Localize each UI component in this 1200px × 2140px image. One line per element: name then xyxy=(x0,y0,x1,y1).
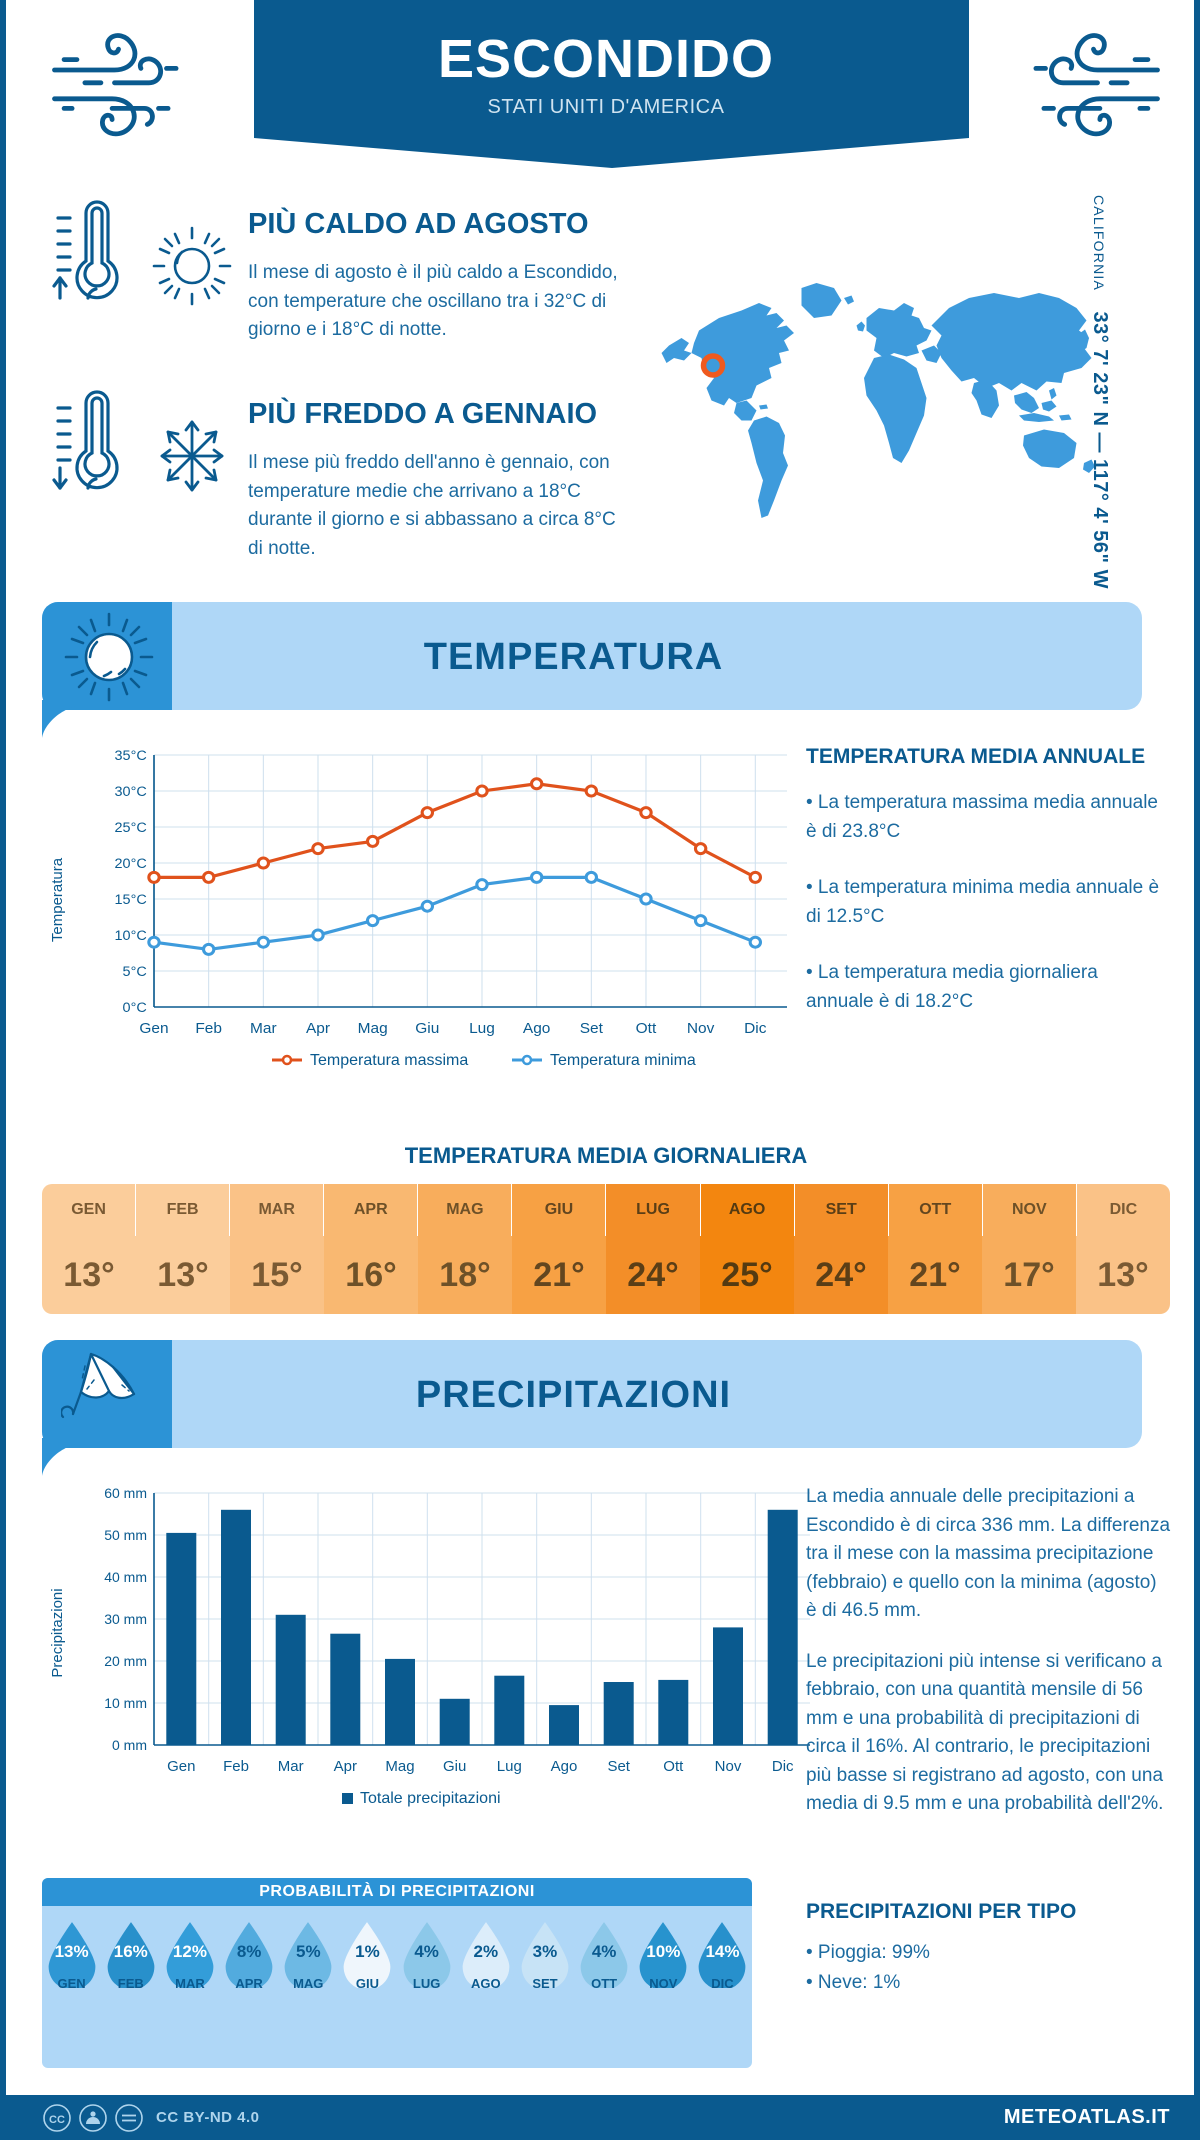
svg-text:Ago: Ago xyxy=(523,1020,551,1037)
svg-text:Giu: Giu xyxy=(415,1020,439,1037)
svg-text:50 mm: 50 mm xyxy=(104,1527,147,1543)
svg-text:60 mm: 60 mm xyxy=(104,1485,147,1501)
svg-text:Mar: Mar xyxy=(250,1020,277,1037)
svg-text:Set: Set xyxy=(580,1020,604,1037)
svg-text:CC: CC xyxy=(49,2114,65,2126)
svg-text:Ott: Ott xyxy=(636,1020,657,1037)
svg-text:Gen: Gen xyxy=(167,1758,195,1775)
svg-text:20 mm: 20 mm xyxy=(104,1653,147,1669)
svg-text:40 mm: 40 mm xyxy=(104,1569,147,1585)
svg-text:Dic: Dic xyxy=(744,1020,767,1037)
svg-text:Mar: Mar xyxy=(278,1758,304,1775)
svg-text:5°C: 5°C xyxy=(123,964,147,980)
svg-text:Ott: Ott xyxy=(663,1758,684,1775)
svg-text:10°C: 10°C xyxy=(115,928,147,944)
svg-text:35°C: 35°C xyxy=(115,748,147,764)
svg-text:Feb: Feb xyxy=(223,1758,249,1775)
svg-text:Temperatura massima: Temperatura massima xyxy=(310,1052,468,1069)
svg-text:Mag: Mag xyxy=(385,1758,414,1775)
svg-text:Nov: Nov xyxy=(715,1758,742,1775)
svg-text:Mag: Mag xyxy=(358,1020,388,1037)
svg-text:25°C: 25°C xyxy=(115,820,147,836)
svg-text:Totale precipitazioni: Totale precipitazioni xyxy=(360,1790,501,1807)
svg-text:15°C: 15°C xyxy=(115,892,147,908)
svg-text:0°C: 0°C xyxy=(123,1000,147,1016)
svg-text:Set: Set xyxy=(607,1758,630,1775)
svg-text:Apr: Apr xyxy=(334,1758,357,1775)
svg-text:Giu: Giu xyxy=(443,1758,466,1775)
svg-text:30 mm: 30 mm xyxy=(104,1611,147,1627)
svg-text:Ago: Ago xyxy=(551,1758,578,1775)
svg-text:10 mm: 10 mm xyxy=(104,1695,147,1711)
svg-text:Temperatura minima: Temperatura minima xyxy=(550,1052,696,1069)
svg-text:Precipitazioni: Precipitazioni xyxy=(49,1588,66,1677)
svg-text:Gen: Gen xyxy=(139,1020,168,1037)
svg-text:0 mm: 0 mm xyxy=(112,1737,147,1753)
svg-text:Temperatura: Temperatura xyxy=(49,857,66,942)
svg-text:Lug: Lug xyxy=(469,1020,495,1037)
svg-text:Dic: Dic xyxy=(772,1758,794,1775)
svg-text:Apr: Apr xyxy=(306,1020,330,1037)
svg-text:Lug: Lug xyxy=(497,1758,522,1775)
svg-text:Feb: Feb xyxy=(195,1020,222,1037)
svg-text:20°C: 20°C xyxy=(115,856,147,872)
svg-text:30°C: 30°C xyxy=(115,784,147,800)
svg-text:Nov: Nov xyxy=(687,1020,715,1037)
